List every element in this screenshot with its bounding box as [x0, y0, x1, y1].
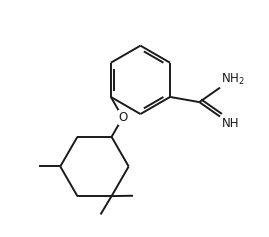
- Text: NH$_2$: NH$_2$: [221, 72, 245, 87]
- Text: NH: NH: [222, 117, 239, 130]
- Text: O: O: [118, 111, 127, 124]
